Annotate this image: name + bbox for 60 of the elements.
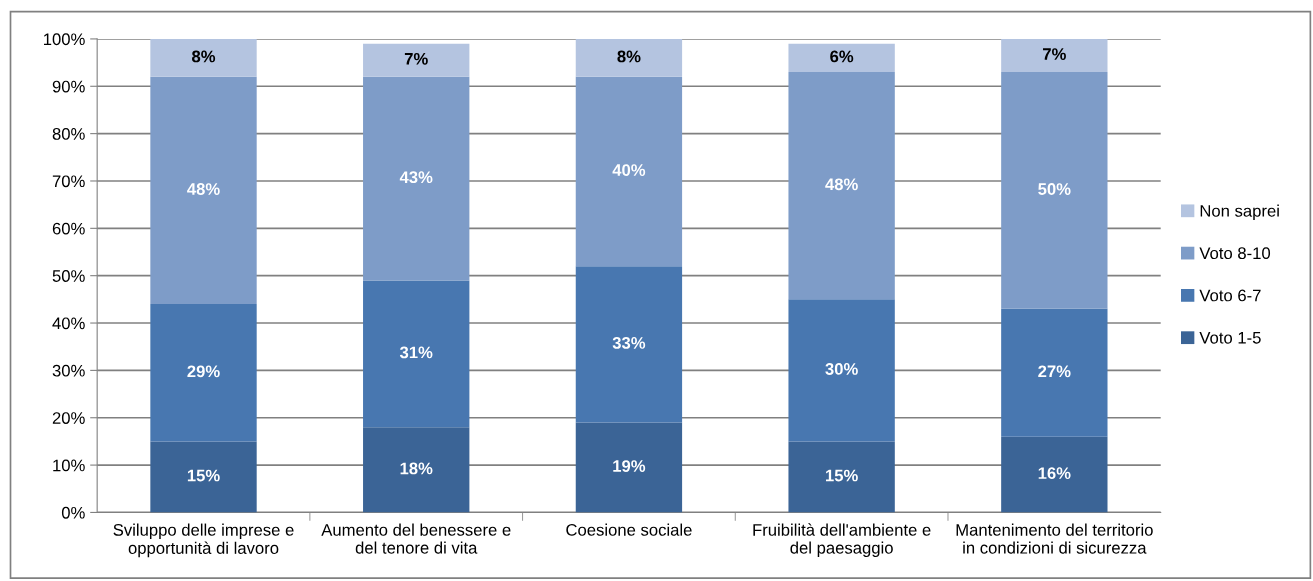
data-label: 50% <box>1038 183 1071 195</box>
bar <box>150 304 257 442</box>
bar <box>1001 436 1108 513</box>
data-label: 7% <box>1043 48 1066 60</box>
data-label: 8% <box>192 50 216 63</box>
data-label: 31% <box>399 346 433 359</box>
data-label: 8% <box>617 50 641 63</box>
bar <box>363 43 470 77</box>
legend-label: Non saprei <box>1200 204 1279 221</box>
bar <box>1001 308 1108 437</box>
data-label: 15% <box>826 469 858 482</box>
data-label: 6% <box>830 50 854 63</box>
data-label: 15% <box>187 469 220 482</box>
y-tick-label: 10% <box>53 459 85 472</box>
data-label: 19% <box>613 460 646 472</box>
data-label: 40% <box>612 164 646 176</box>
data-label: 33% <box>612 337 646 349</box>
bar <box>575 266 683 423</box>
bar <box>363 427 470 513</box>
y-tick-label: 80% <box>52 128 85 140</box>
data-label: 43% <box>399 171 433 184</box>
data-label: 16% <box>1038 467 1071 480</box>
data-label: 7% <box>404 52 428 65</box>
data-label: 18% <box>400 462 433 475</box>
x-tick-label: Sviluppo delle imprese e opportunità di lavoro <box>113 523 294 558</box>
y-tick-label: 60% <box>52 222 85 235</box>
bar <box>363 280 470 428</box>
y-tick-label: 40% <box>52 317 85 330</box>
bar <box>1001 38 1108 73</box>
data-label: 48% <box>187 183 220 195</box>
bar <box>150 38 257 77</box>
data-label: 48% <box>825 178 858 191</box>
y-tick-label: 90% <box>52 80 85 93</box>
legend-label: Voto 8-10 <box>1199 247 1271 260</box>
y-tick-label: 20% <box>52 412 85 424</box>
bar <box>788 43 895 73</box>
data-label: 27% <box>1038 365 1071 378</box>
data-label: 30% <box>825 363 858 375</box>
legend-label: Voto 1-5 <box>1199 332 1261 344</box>
data-label: 29% <box>187 365 220 378</box>
y-tick-label: 0% <box>61 506 85 519</box>
bar <box>788 72 895 300</box>
bar <box>575 38 683 77</box>
y-tick-label: 100% <box>44 33 85 46</box>
bar <box>575 422 683 513</box>
y-tick-label: 70% <box>52 175 85 188</box>
bar <box>150 76 257 305</box>
bar <box>363 76 470 281</box>
bar <box>788 441 895 513</box>
bar <box>575 76 683 267</box>
x-tick-label: Coesione sociale <box>566 523 692 536</box>
y-tick-label: 50% <box>52 270 85 282</box>
x-tick-label: Mantenimento del territorio in condizioni di sicurezza <box>956 523 1153 554</box>
bar <box>150 441 257 513</box>
y-tick-label: 30% <box>52 364 85 377</box>
legend-label: Voto 6-7 <box>1199 289 1261 302</box>
x-tick-label: Fruibilità dell'ambiente e del paesaggio <box>753 523 931 558</box>
x-tick-label: Aumento del benessere e del tenore di vita <box>321 523 511 554</box>
bar <box>1001 72 1108 309</box>
bar <box>788 299 895 442</box>
